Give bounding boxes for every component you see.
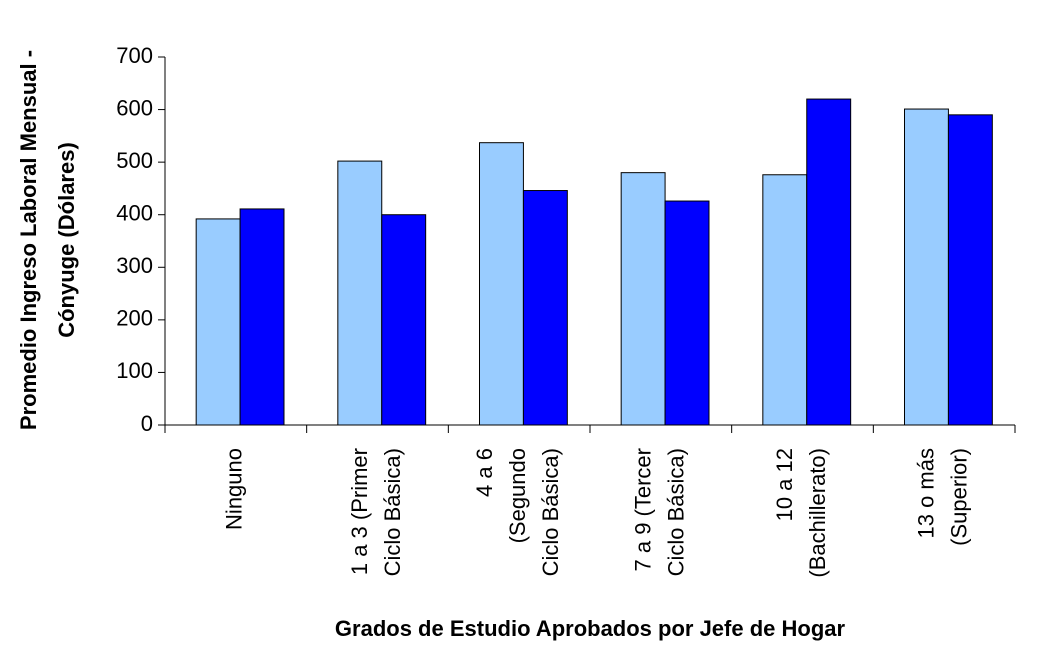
- y-tick-label: 0: [141, 411, 153, 436]
- bar: [806, 98, 852, 426]
- bar: [522, 190, 568, 426]
- x-tick-label: 1 a 3 (Primer Ciclo Básica): [347, 448, 405, 576]
- bar: [762, 174, 808, 426]
- y-tick-label: 300: [116, 253, 153, 278]
- x-tick-label: 10 a 12 (Bachillerato): [772, 448, 830, 578]
- y-tick-label: 100: [116, 358, 153, 383]
- x-tick-label: 7 a 9 (Tercer Ciclo Básica): [630, 448, 688, 576]
- bar: [904, 108, 949, 426]
- bar: [381, 214, 427, 426]
- bar: [620, 172, 666, 426]
- bar: [337, 160, 383, 426]
- y-tick-label: 200: [116, 306, 153, 331]
- y-tick-label: 400: [116, 201, 153, 226]
- x-axis-title: Grados de Estudio Aprobados por Jefe de …: [335, 616, 846, 641]
- x-tick-label: 4 a 6 (Segundo Ciclo Básica): [472, 448, 563, 576]
- y-tick-label: 600: [116, 95, 153, 120]
- x-tick-label: Ninguno: [222, 448, 247, 530]
- y-tick-label: 500: [116, 148, 153, 173]
- bar: [239, 208, 285, 426]
- y-axis-title: Promedio Ingreso Laboral Mensual - Cónyug…: [16, 50, 79, 430]
- bar: [195, 218, 241, 426]
- bar: [664, 200, 710, 426]
- x-tick-label: 13 o más (Superior): [913, 448, 971, 546]
- bar: [947, 114, 993, 426]
- bar: [479, 142, 524, 426]
- y-tick-label: 700: [116, 43, 153, 68]
